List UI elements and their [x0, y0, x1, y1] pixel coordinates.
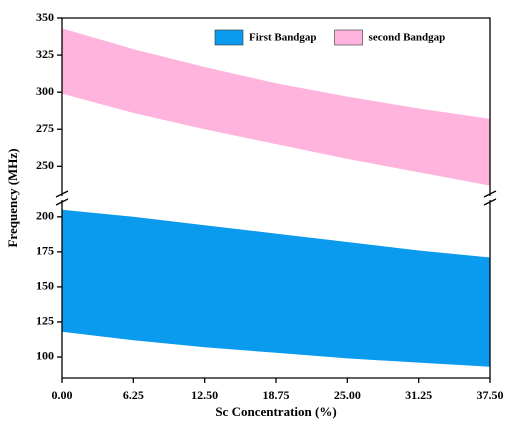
y-tick-label: 125 [36, 314, 54, 328]
x-tick-label: 6.25 [123, 388, 144, 402]
x-tick-label: 31.25 [405, 388, 432, 402]
legend-label: First Bandgap [249, 32, 317, 44]
band-area [62, 209, 490, 367]
y-tick-label: 300 [36, 84, 54, 98]
axis-break [483, 198, 497, 206]
y-tick-label: 325 [36, 47, 54, 61]
y-tick-label: 175 [36, 244, 54, 258]
axis-break [55, 190, 69, 198]
y-axis-label: Frequency (MHz) [5, 148, 20, 247]
y-tick-label: 275 [36, 121, 54, 135]
x-tick-label: 0.00 [52, 388, 73, 402]
axis-break [483, 190, 497, 198]
axis-break [55, 198, 69, 206]
y-tick-label: 200 [36, 209, 54, 223]
x-axis-label: Sc Concentration (%) [215, 404, 336, 419]
y-tick-label: 150 [36, 279, 54, 293]
y-tick-label: 350 [36, 10, 54, 24]
legend-label: second Bandgap [369, 32, 446, 44]
x-tick-label: 18.75 [263, 388, 290, 402]
x-tick-label: 37.50 [477, 388, 504, 402]
legend-swatch [214, 29, 244, 46]
y-tick-label: 250 [36, 158, 54, 172]
band-area [62, 28, 490, 186]
x-tick-label: 12.50 [191, 388, 218, 402]
y-tick-label: 100 [36, 349, 54, 363]
legend-swatch [334, 29, 363, 46]
x-tick-label: 25.00 [334, 388, 361, 402]
